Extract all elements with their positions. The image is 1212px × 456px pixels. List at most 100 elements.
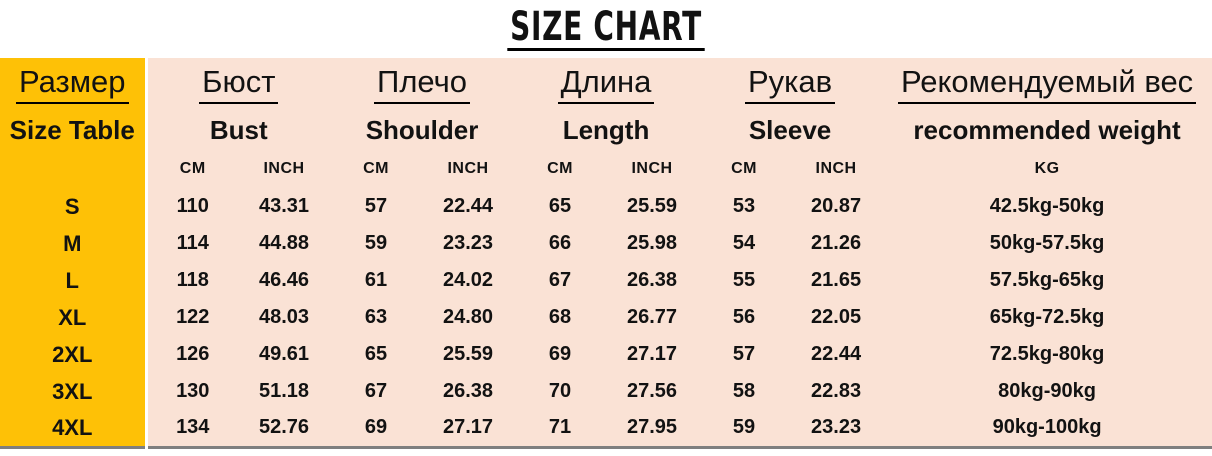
sleeve-inch-cell: 22.44: [790, 336, 883, 373]
sleeve-header-ru-label: Рукав: [744, 66, 836, 104]
sleeve-header-ru: Рукав: [698, 58, 883, 110]
bust-cm-cell: 134: [146, 410, 238, 447]
sleeve-cm-cell: 57: [698, 336, 791, 373]
sleeve-cm-cell: 53: [698, 188, 791, 225]
sleeve-inch-cell: 21.26: [790, 225, 883, 262]
bust-cm-cell: 122: [146, 299, 238, 336]
shoulder-cm-unit: CM: [330, 150, 423, 188]
shoulder-cm-cell: 57: [330, 188, 423, 225]
shoulder-inch-cell: 25.59: [422, 336, 515, 373]
bust-header-en: Bust: [146, 110, 331, 150]
length-inch-cell: 25.59: [606, 188, 699, 225]
length-inch-cell: 26.77: [606, 299, 699, 336]
weight-cell: 50kg-57.5kg: [882, 225, 1212, 262]
bust-inch-cell: 52.76: [238, 410, 331, 447]
shoulder-inch-cell: 22.44: [422, 188, 515, 225]
bust-cm-cell: 114: [146, 225, 238, 262]
length-cm-cell: 66: [514, 225, 607, 262]
length-header-ru: Длина: [514, 58, 699, 110]
bust-inch-cell: 49.61: [238, 336, 331, 373]
bust-inch-cell: 44.88: [238, 225, 331, 262]
weight-cell: 42.5kg-50kg: [882, 188, 1212, 225]
size-cell: XL: [0, 299, 148, 336]
sleeve-inch-cell: 22.05: [790, 299, 883, 336]
length-inch-unit: INCH: [606, 150, 699, 188]
bust-cm-cell: 130: [146, 373, 238, 410]
sleeve-header-en: Sleeve: [698, 110, 883, 150]
shoulder-cm-cell: 67: [330, 373, 423, 410]
length-inch-cell: 27.17: [606, 336, 699, 373]
sleeve-cm-cell: 55: [698, 262, 791, 299]
bust-inch-cell: 46.46: [238, 262, 331, 299]
length-cm-cell: 68: [514, 299, 607, 336]
sleeve-inch-unit: INCH: [790, 150, 883, 188]
sleeve-cm-cell: 58: [698, 373, 791, 410]
shoulder-header-en: Shoulder: [330, 110, 515, 150]
weight-cell: 90kg-100kg: [882, 410, 1212, 447]
bust-inch-cell: 48.03: [238, 299, 331, 336]
sleeve-cm-cell: 59: [698, 410, 791, 447]
length-cm-unit: CM: [514, 150, 607, 188]
table-row-xl: XL 122 48.03 63 24.80 68 26.77 56 22.05 …: [0, 299, 1212, 336]
bust-inch-unit: INCH: [238, 150, 331, 188]
table-row-s: S 110 43.31 57 22.44 65 25.59 53 20.87 4…: [0, 188, 1212, 225]
bust-cm-cell: 126: [146, 336, 238, 373]
size-cell: M: [0, 225, 148, 262]
size-header-en: Size Table: [0, 110, 148, 150]
length-cm-cell: 67: [514, 262, 607, 299]
bust-cm-unit: CM: [146, 150, 238, 188]
shoulder-cm-cell: 69: [330, 410, 423, 447]
shoulder-header-ru: Плечо: [330, 58, 515, 110]
weight-cell: 80kg-90kg: [882, 373, 1212, 410]
table-row-l: L 118 46.46 61 24.02 67 26.38 55 21.65 5…: [0, 262, 1212, 299]
shoulder-inch-cell: 26.38: [422, 373, 515, 410]
length-cm-cell: 65: [514, 188, 607, 225]
shoulder-header-ru-label: Плечо: [374, 66, 471, 104]
table-row-2xl: 2XL 126 49.61 65 25.59 69 27.17 57 22.44…: [0, 336, 1212, 373]
sleeve-cm-unit: CM: [698, 150, 791, 188]
bust-inch-cell: 51.18: [238, 373, 331, 410]
length-cm-cell: 70: [514, 373, 607, 410]
length-header-en: Length: [514, 110, 699, 150]
header-row-en: Size Table Bust Shoulder Length Sleeve r…: [0, 110, 1212, 150]
weight-header-ru-label: Рекомендуемый вес: [897, 66, 1197, 104]
length-inch-cell: 26.38: [606, 262, 699, 299]
bust-header-ru-label: Бюст: [199, 66, 279, 104]
shoulder-inch-cell: 24.02: [422, 262, 515, 299]
size-header-ru: Размер: [0, 58, 148, 110]
bust-inch-cell: 43.31: [238, 188, 331, 225]
weight-cell: 65kg-72.5kg: [882, 299, 1212, 336]
length-inch-cell: 27.95: [606, 410, 699, 447]
sleeve-inch-cell: 21.65: [790, 262, 883, 299]
length-inch-cell: 25.98: [606, 225, 699, 262]
size-cell: 2XL: [0, 336, 148, 373]
units-empty-cell: [0, 150, 148, 188]
table-row-m: M 114 44.88 59 23.23 66 25.98 54 21.26 5…: [0, 225, 1212, 262]
shoulder-inch-cell: 24.80: [422, 299, 515, 336]
shoulder-cm-cell: 63: [330, 299, 423, 336]
weight-cell: 72.5kg-80kg: [882, 336, 1212, 373]
shoulder-cm-cell: 59: [330, 225, 423, 262]
weight-header-en: recommended weight: [882, 110, 1212, 150]
weight-cell: 57.5kg-65kg: [882, 262, 1212, 299]
size-cell: L: [0, 262, 148, 299]
units-row: CM INCH CM INCH CM INCH CM INCH KG: [0, 150, 1212, 188]
page-title: SIZE CHART: [507, 7, 705, 51]
sleeve-cm-cell: 56: [698, 299, 791, 336]
size-header-ru-label: Размер: [15, 66, 129, 104]
header-row-ru: Размер Бюст Плечо Длина Рукав Рекомендуе…: [0, 58, 1212, 110]
sleeve-inch-cell: 22.83: [790, 373, 883, 410]
shoulder-cm-cell: 65: [330, 336, 423, 373]
bust-cm-cell: 118: [146, 262, 238, 299]
size-cell: 4XL: [0, 410, 148, 447]
weight-kg-unit: KG: [882, 150, 1212, 188]
weight-header-ru: Рекомендуемый вес: [882, 58, 1212, 110]
sleeve-inch-cell: 23.23: [790, 410, 883, 447]
shoulder-cm-cell: 61: [330, 262, 423, 299]
length-inch-cell: 27.56: [606, 373, 699, 410]
size-cell: 3XL: [0, 373, 148, 410]
title-bar: SIZE CHART: [0, 0, 1212, 58]
bust-header-ru: Бюст: [146, 58, 331, 110]
shoulder-inch-cell: 27.17: [422, 410, 515, 447]
sleeve-inch-cell: 20.87: [790, 188, 883, 225]
